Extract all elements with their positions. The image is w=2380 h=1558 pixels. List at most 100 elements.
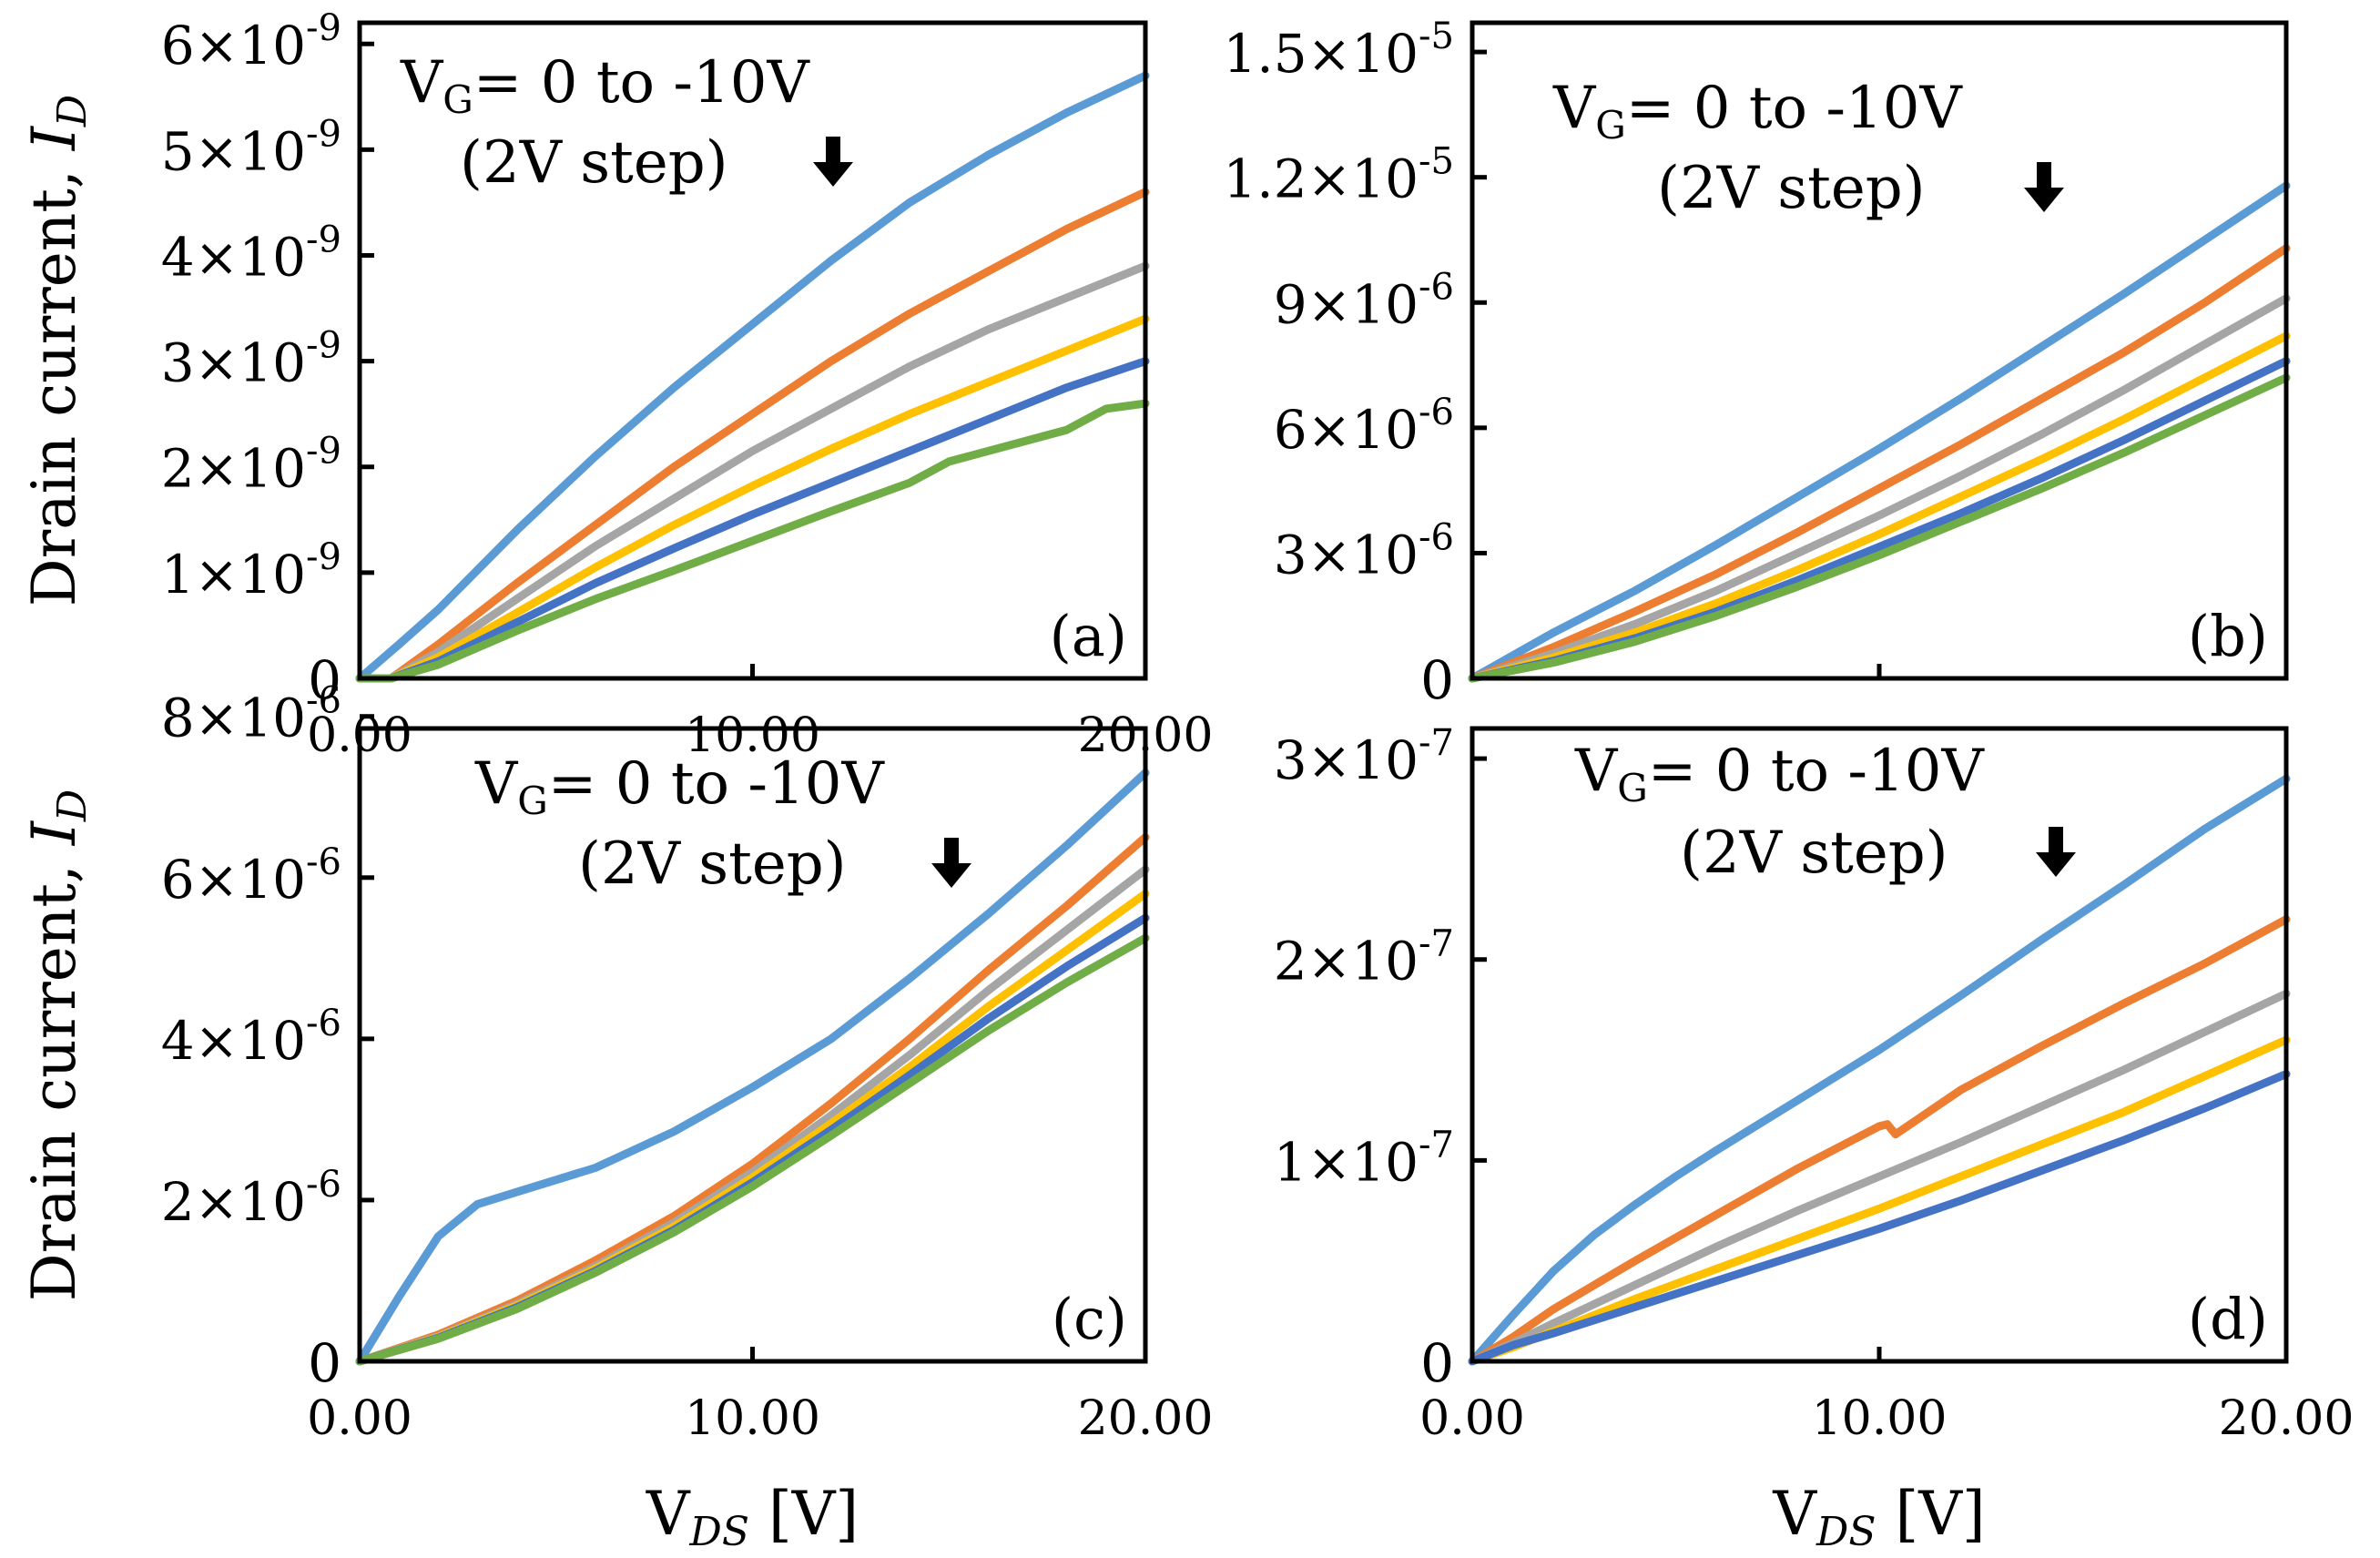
x-tick-label: 10.00 xyxy=(685,708,820,763)
x-axis-label-symbol: V xyxy=(1772,1479,1817,1549)
annotation-vg-range: = 0 to -10V xyxy=(1626,75,1964,142)
y-tick-label: 4×10-9 xyxy=(161,219,341,288)
x-axis-label: VDS [V] xyxy=(646,1479,859,1555)
annotation-vg-symbol: V xyxy=(1574,738,1619,805)
down-arrow-icon xyxy=(2024,162,2064,212)
series-line xyxy=(1468,1070,2291,1366)
y-tick-label: 6×10-9 xyxy=(161,7,341,76)
x-tick-label: 0.00 xyxy=(1419,1391,1525,1446)
y-tick-label: 0 xyxy=(1420,1332,1454,1394)
y-tick-base: 0 xyxy=(1420,1332,1454,1394)
y-tick-base: 0 xyxy=(308,1332,341,1394)
y-tick-label: 0 xyxy=(1420,649,1454,711)
y-tick-base: 3×10 xyxy=(161,332,306,394)
series-line xyxy=(1468,989,2291,1366)
series-line xyxy=(355,399,1150,683)
y-tick-base: 5×10 xyxy=(161,120,306,182)
down-arrow-icon xyxy=(2036,827,2076,877)
y-axis-label: Drain current, ID xyxy=(19,789,96,1301)
y-axis-label-text: Drain current, xyxy=(19,150,89,606)
y-tick-base: 0 xyxy=(1420,649,1454,711)
chart-panel-c: 0.00 10.00 20.0002×10-64×10-66×10-68×10-6(… xyxy=(161,680,1214,1555)
series-line xyxy=(1468,244,2291,683)
annotation-vg-symbol: V xyxy=(474,750,519,818)
y-tick-label: 2×10-7 xyxy=(1274,923,1454,993)
y-tick-exponent: -7 xyxy=(1419,923,1454,965)
y-tick-base: 6×10 xyxy=(1274,399,1419,461)
annotation-step: (2V step) xyxy=(1680,820,1948,887)
y-tick-base: 3×10 xyxy=(1274,524,1419,586)
y-tick-base: 2×10 xyxy=(161,438,306,500)
panel-label: (d) xyxy=(2188,1286,2268,1352)
x-axis-label-unit: [V] xyxy=(749,1479,859,1549)
y-tick-base: 2×10 xyxy=(1274,931,1419,993)
x-tick-label: 20.00 xyxy=(2219,1391,2355,1446)
series-line xyxy=(355,188,1150,683)
y-tick-base: 1×10 xyxy=(1274,1131,1419,1193)
x-tick-label: 0.00 xyxy=(307,1391,412,1446)
y-tick-exponent: -6 xyxy=(1419,266,1454,308)
series-line xyxy=(1468,181,2291,683)
y-axis-label-text: Drain current, xyxy=(19,845,89,1301)
series-line xyxy=(355,933,1150,1366)
y-tick-base: 3×10 xyxy=(1274,729,1419,791)
down-arrow-icon xyxy=(813,137,853,187)
annotation-step: (2V step) xyxy=(578,830,847,898)
y-tick-label: 3×10-9 xyxy=(161,325,341,394)
x-tick-label: 10.00 xyxy=(1812,1391,1948,1446)
y-tick-exponent: -5 xyxy=(1419,15,1454,57)
annotation-step: (2V step) xyxy=(1657,155,1926,222)
y-tick-label: 9×10-6 xyxy=(1274,266,1454,335)
y-tick-label: 1.5×10-5 xyxy=(1223,15,1454,85)
panel-label: (c) xyxy=(1052,1286,1127,1352)
y-tick-label: 6×10-6 xyxy=(1274,392,1454,461)
y-tick-base: 1.5×10 xyxy=(1223,23,1419,85)
series-line xyxy=(1468,331,2291,683)
series-line xyxy=(355,71,1150,683)
y-tick-label: 0 xyxy=(308,1332,341,1394)
annotation-vg-range: = 0 to -10V xyxy=(1648,738,1986,805)
y-axis-label: Drain current, ID xyxy=(19,95,96,606)
y-tick-base: 2×10 xyxy=(161,1171,306,1233)
y-tick-label: 8×10-6 xyxy=(161,680,341,749)
y-tick-exponent: -6 xyxy=(1419,392,1454,433)
series-line xyxy=(1468,915,2291,1366)
panel-label: (a) xyxy=(1050,603,1127,669)
annotation-vg: VG= 0 to -10V xyxy=(1552,75,1963,148)
annotation-vg: VG= 0 to -10V xyxy=(1574,738,1985,810)
y-tick-label: 0 xyxy=(308,649,341,711)
down-arrow-icon xyxy=(931,838,971,888)
y-tick-base: 6×10 xyxy=(161,849,306,911)
y-tick-label: 4×10-6 xyxy=(161,1003,341,1072)
annotation-vg: VG= 0 to -10V xyxy=(400,49,810,122)
annotation-vg-symbol: V xyxy=(400,49,444,117)
x-axis-label-subscript: DS xyxy=(689,1509,749,1555)
y-axis-label-subscript: D xyxy=(49,95,96,127)
x-axis-label: VDS [V] xyxy=(1772,1479,1985,1555)
panel-label: (b) xyxy=(2188,603,2268,669)
y-tick-base: 0 xyxy=(308,649,341,711)
y-tick-base: 6×10 xyxy=(161,15,306,76)
y-tick-exponent: -6 xyxy=(1419,516,1454,558)
x-axis-label-unit: [V] xyxy=(1876,1479,1985,1549)
series-line xyxy=(355,769,1150,1366)
y-tick-base: 9×10 xyxy=(1274,273,1419,335)
y-tick-base: 4×10 xyxy=(161,226,306,288)
y-tick-label: 2×10-9 xyxy=(161,431,341,500)
series-line xyxy=(355,913,1150,1366)
series-line xyxy=(1468,1035,2291,1366)
y-tick-exponent: -6 xyxy=(306,1003,341,1044)
chart-panel-d: 0.00 10.00 20.0001×10-72×10-73×10-7(d)VG= … xyxy=(1274,722,2355,1555)
annotation-step: (2V step) xyxy=(460,129,728,197)
y-tick-label: 1×10-9 xyxy=(161,536,341,606)
y-axis-label-subscript: D xyxy=(49,789,96,822)
y-tick-label: 1.2×10-5 xyxy=(1223,141,1454,210)
plot-frame xyxy=(357,20,1148,681)
y-tick-exponent: -6 xyxy=(306,1164,341,1206)
y-tick-exponent: -9 xyxy=(306,7,341,49)
x-axis-label-symbol: V xyxy=(646,1479,691,1549)
y-tick-base: 4×10 xyxy=(161,1010,306,1072)
y-tick-base: 8×10 xyxy=(161,687,306,749)
y-axis-label-symbol: I xyxy=(19,820,89,846)
